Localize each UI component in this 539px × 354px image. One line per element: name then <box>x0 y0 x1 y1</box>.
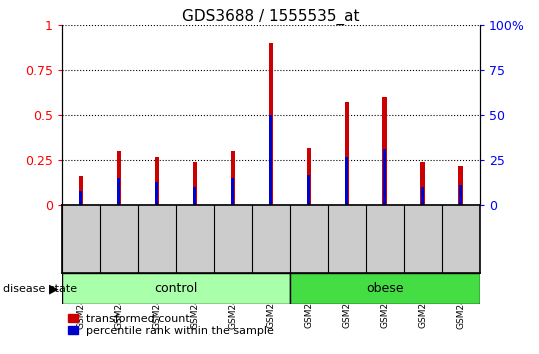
Bar <box>307 148 311 205</box>
Bar <box>307 175 310 205</box>
Bar <box>155 182 158 205</box>
Bar <box>231 151 235 205</box>
FancyBboxPatch shape <box>290 273 480 304</box>
Text: disease state: disease state <box>3 284 77 293</box>
Bar <box>79 176 83 205</box>
Bar <box>268 43 273 205</box>
Text: ▶: ▶ <box>49 282 59 295</box>
Bar <box>231 178 234 205</box>
Bar <box>344 102 349 205</box>
Text: control: control <box>154 282 198 295</box>
Bar <box>192 162 197 205</box>
Bar <box>459 185 462 205</box>
Bar <box>421 187 424 205</box>
Title: GDS3688 / 1555535_at: GDS3688 / 1555535_at <box>182 8 360 25</box>
Bar <box>420 162 425 205</box>
Bar <box>383 97 387 205</box>
Bar <box>270 115 272 205</box>
Bar <box>194 187 196 205</box>
Bar <box>155 156 159 205</box>
Bar <box>79 191 82 205</box>
Bar <box>383 149 386 205</box>
FancyBboxPatch shape <box>62 273 290 304</box>
Text: obese: obese <box>366 282 404 295</box>
Legend: transformed count, percentile rank within the sample: transformed count, percentile rank withi… <box>67 314 274 336</box>
Bar <box>459 166 463 205</box>
Bar <box>345 156 348 205</box>
Bar <box>118 178 120 205</box>
Bar <box>116 151 121 205</box>
